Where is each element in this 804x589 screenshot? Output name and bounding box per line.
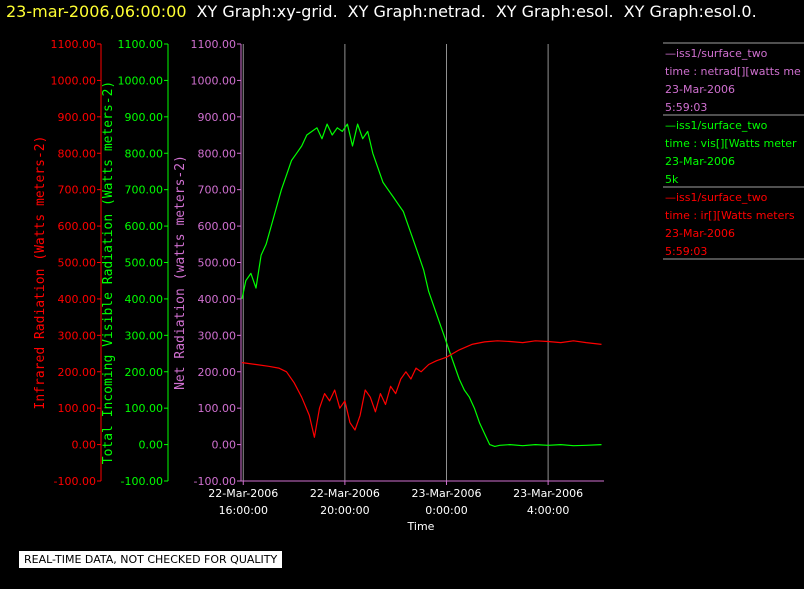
y-tick-label: 100.00 xyxy=(198,402,237,415)
y-tick-label: 400.00 xyxy=(125,293,164,306)
y-tick-label: 600.00 xyxy=(198,220,237,233)
y-tick-label: 100.00 xyxy=(58,402,97,415)
y-tick-label: 1100.00 xyxy=(191,38,237,51)
legend-entry-text: time : vis[][Watts meter xyxy=(665,137,797,150)
y-tick-label: 100.00 xyxy=(125,402,164,415)
y-axis-title: Total Incoming Visible Radiation (Watts … xyxy=(101,81,116,465)
y-tick-label: 300.00 xyxy=(198,329,237,342)
y-tick-label: 700.00 xyxy=(125,184,164,197)
header-graph-2: XY Graph:netrad. xyxy=(347,2,486,21)
legend-entry-text: 5:59:03 xyxy=(665,245,707,258)
quality-notice: REAL-TIME DATA, NOT CHECKED FOR QUALITY xyxy=(19,551,283,568)
y-tick-label: 500.00 xyxy=(125,257,164,270)
legend-entry-text: 23-Mar-2006 xyxy=(665,227,735,240)
y-tick-label: 800.00 xyxy=(58,147,97,160)
y-tick-label: 400.00 xyxy=(58,293,97,306)
chart-grid xyxy=(242,44,549,481)
chart-axes: 22-Mar-2006 16:00:00 22-Mar-2006 20:00:00 23… xyxy=(33,38,604,533)
x-tick-label: 23-Mar-2006 xyxy=(513,487,583,500)
y-tick-label: 800.00 xyxy=(125,147,164,160)
legend-entry-text: 23-Mar-2006 xyxy=(665,155,735,168)
x-tick-label: 0:00:00 xyxy=(425,504,467,517)
y-tick-label: 700.00 xyxy=(58,184,97,197)
x-axis-title: Time xyxy=(407,520,435,533)
y-tick-label: -100.00 xyxy=(194,475,236,488)
y-tick-label: 1000.00 xyxy=(51,74,97,87)
legend-entry-text: —iss1/surface_two xyxy=(665,191,768,204)
y-tick-label: 200.00 xyxy=(58,366,97,379)
y-tick-label: 0.00 xyxy=(212,439,237,452)
x-tick-label: 20:00:00 xyxy=(320,504,369,517)
y-tick-label: 0.00 xyxy=(139,439,164,452)
x-tick-label: 22-Mar-2006 xyxy=(208,487,278,500)
y-axis-title: Infrared Radiation (Watts meters-2) xyxy=(33,136,48,410)
x-tick-label: 23-Mar-2006 xyxy=(412,487,482,500)
header-bar: 23-mar-2006,06:00:00 XY Graph:xy-grid. XY … xyxy=(6,2,757,22)
y-tick-label: 400.00 xyxy=(198,293,237,306)
y-tick-label: 900.00 xyxy=(198,111,237,124)
y-tick-label: 700.00 xyxy=(198,184,237,197)
y-tick-label: 0.00 xyxy=(72,439,97,452)
legend-entry-text: —iss1/surface_two xyxy=(665,47,768,60)
legend-entry-text: —iss1/surface_two xyxy=(665,119,768,132)
header-graph-1: XY Graph:xy-grid. xyxy=(196,2,338,21)
y-tick-label: 800.00 xyxy=(198,147,237,160)
y-tick-label: 200.00 xyxy=(125,366,164,379)
y-tick-label: 200.00 xyxy=(198,366,237,379)
y-tick-label: 500.00 xyxy=(58,257,97,270)
x-tick-label: 4:00:00 xyxy=(527,504,569,517)
y-tick-label: 500.00 xyxy=(198,257,237,270)
y-tick-label: 600.00 xyxy=(125,220,164,233)
y-tick-label: 1000.00 xyxy=(191,74,237,87)
header-timestamp: 23-mar-2006,06:00:00 xyxy=(6,2,187,21)
header-graph-4: XY Graph:esol.0. xyxy=(623,2,757,21)
chart-series xyxy=(241,123,602,447)
y-tick-label: 1100.00 xyxy=(118,38,164,51)
legend-entry-text: time : netrad[][watts me xyxy=(665,65,801,78)
y-tick-label: 600.00 xyxy=(58,220,97,233)
legend-entry-text: 23-Mar-2006 xyxy=(665,83,735,96)
x-tick-label: 22-Mar-2006 xyxy=(310,487,380,500)
y-tick-label: 1000.00 xyxy=(118,74,164,87)
y-tick-label: 900.00 xyxy=(125,111,164,124)
y-tick-label: -100.00 xyxy=(54,475,96,488)
y-tick-label: -100.00 xyxy=(121,475,163,488)
y-tick-label: 1100.00 xyxy=(51,38,97,51)
y-tick-label: 900.00 xyxy=(58,111,97,124)
header-graph-3: XY Graph:esol. xyxy=(495,2,614,21)
series-line-vis xyxy=(241,123,602,447)
legend-entry-text: 5:59:03 xyxy=(665,101,707,114)
y-axis-title: Net Radiation (watts meters-2) xyxy=(173,155,188,390)
series-line-ir xyxy=(241,340,602,438)
legend-entry-text: time : ir[][Watts meters xyxy=(665,209,795,222)
x-tick-label: 16:00:00 xyxy=(219,504,268,517)
legend-entry-text: 5k xyxy=(665,173,679,186)
y-tick-label: 300.00 xyxy=(58,329,97,342)
y-tick-label: 300.00 xyxy=(125,329,164,342)
